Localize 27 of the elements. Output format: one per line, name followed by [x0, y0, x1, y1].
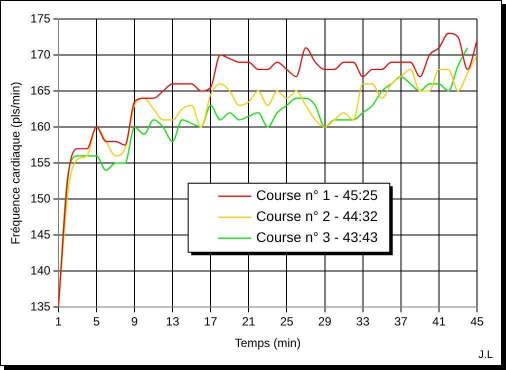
x-tick-label: 17 [204, 314, 218, 329]
x-tick-label: 37 [394, 314, 408, 329]
y-tick-label: 140 [30, 263, 51, 278]
x-tick-label: 29 [318, 314, 332, 329]
x-axis-title: Temps (min) [234, 336, 301, 350]
x-tick-label: 9 [131, 314, 138, 329]
x-tick-label: 13 [166, 314, 180, 329]
y-tick-label: 155 [30, 155, 51, 170]
y-tick-label: 170 [30, 47, 51, 62]
x-tick-label: 25 [280, 314, 294, 329]
x-tick-label: 1 [55, 314, 62, 329]
legend-label: Course n° 2 - 44:32 [256, 208, 378, 224]
y-axis-title: Fréquence cardiaque (pls/min) [8, 82, 23, 244]
y-tick-label: 175 [30, 11, 51, 26]
x-tick-label: 41 [432, 314, 446, 329]
y-tick-label: 135 [30, 300, 51, 314]
y-tick-label: 160 [30, 119, 51, 134]
y-tick-label: 165 [30, 83, 51, 98]
x-tick-label: 33 [356, 314, 370, 329]
x-tick-label: 45 [470, 314, 484, 329]
legend-label: Course n° 1 - 45:25 [256, 187, 378, 204]
x-tick-label: 5 [93, 314, 100, 329]
y-tick-label: 145 [30, 227, 51, 242]
legend-label: Course n° 3 - 43:43 [256, 229, 378, 246]
y-tick-label: 150 [30, 191, 51, 206]
x-tick-label: 21 [242, 314, 256, 329]
text: J.L [478, 349, 493, 361]
